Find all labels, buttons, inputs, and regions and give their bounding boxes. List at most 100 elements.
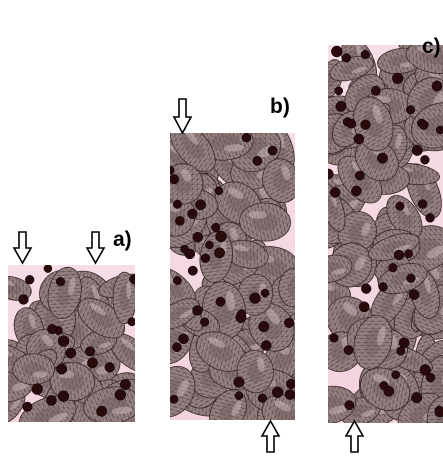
cell-highlight xyxy=(297,275,304,289)
particle xyxy=(115,389,126,400)
particle xyxy=(379,282,388,291)
particle xyxy=(330,334,339,343)
particle xyxy=(200,318,209,327)
particle xyxy=(331,46,342,57)
particle xyxy=(351,186,361,196)
particle xyxy=(407,274,416,283)
particle xyxy=(419,120,428,129)
particle xyxy=(250,293,261,304)
arrow-down xyxy=(87,232,104,263)
blood-cell xyxy=(13,353,55,385)
particle xyxy=(97,406,107,416)
particle xyxy=(211,223,220,232)
arrow-up xyxy=(346,421,363,452)
particle xyxy=(214,248,224,258)
particle xyxy=(19,295,29,305)
particle xyxy=(172,343,181,352)
particle xyxy=(345,401,354,410)
particle xyxy=(412,145,422,155)
particle xyxy=(193,232,203,242)
particle xyxy=(166,166,174,174)
particle xyxy=(284,318,294,328)
particle xyxy=(409,290,419,300)
particle xyxy=(418,200,427,209)
particle xyxy=(261,289,269,297)
particle xyxy=(193,305,203,315)
particle xyxy=(359,302,369,312)
particle xyxy=(216,231,227,242)
particle xyxy=(435,407,443,417)
particle xyxy=(58,391,69,402)
panel-b-cells xyxy=(140,109,318,444)
particle xyxy=(384,386,394,396)
particle xyxy=(259,321,270,332)
particle xyxy=(205,241,213,249)
particle xyxy=(426,213,435,222)
particle xyxy=(406,105,415,114)
particle xyxy=(58,336,69,347)
particle xyxy=(185,249,195,259)
arrow-up xyxy=(262,421,279,452)
particle xyxy=(261,340,271,350)
particle xyxy=(120,379,130,389)
particle xyxy=(56,277,65,286)
particle xyxy=(215,187,223,195)
particle xyxy=(253,156,262,165)
particle xyxy=(420,155,429,164)
particle xyxy=(336,101,346,111)
particle xyxy=(196,200,206,210)
particle xyxy=(170,395,178,403)
cell-highlight xyxy=(126,281,131,299)
panel-label: c) xyxy=(422,35,441,58)
particle xyxy=(188,266,197,275)
particle xyxy=(87,358,97,368)
panel-label: b) xyxy=(270,95,290,118)
particle xyxy=(420,365,431,376)
particle xyxy=(404,250,412,258)
particle xyxy=(47,324,56,333)
arrow-down xyxy=(174,99,191,133)
particle xyxy=(66,348,76,358)
particle xyxy=(175,216,184,225)
particle xyxy=(23,402,33,412)
particle xyxy=(394,250,404,260)
particle xyxy=(173,200,181,208)
particle xyxy=(85,347,94,356)
particle xyxy=(392,371,400,379)
particle xyxy=(188,209,198,219)
particle xyxy=(105,362,115,372)
particle xyxy=(323,169,333,179)
panel-c-cells xyxy=(298,21,443,443)
particle xyxy=(371,86,380,95)
particle xyxy=(389,263,398,272)
particle xyxy=(344,345,353,354)
particle xyxy=(361,50,370,59)
panel-label: a) xyxy=(113,228,132,251)
particle xyxy=(436,126,443,134)
figure: a) b) c) xyxy=(0,0,443,457)
particle xyxy=(201,254,210,263)
particle xyxy=(330,187,340,197)
particle xyxy=(272,387,283,398)
particle xyxy=(32,384,43,395)
particle xyxy=(268,146,277,155)
particle xyxy=(361,284,371,294)
arrow-down xyxy=(14,232,31,263)
particle xyxy=(399,338,409,348)
particle xyxy=(46,395,56,405)
particle xyxy=(44,265,52,273)
particle xyxy=(397,347,405,355)
particle xyxy=(234,377,245,388)
particle xyxy=(342,54,351,63)
particle xyxy=(235,392,243,400)
particle xyxy=(354,134,364,144)
particle xyxy=(411,392,422,403)
blood-cell xyxy=(278,268,310,308)
panel-a-cells xyxy=(0,262,160,450)
particle xyxy=(392,73,403,84)
particle xyxy=(57,364,67,374)
particle xyxy=(216,297,225,306)
particle xyxy=(242,133,251,142)
particle xyxy=(335,87,343,95)
particle xyxy=(25,275,34,284)
